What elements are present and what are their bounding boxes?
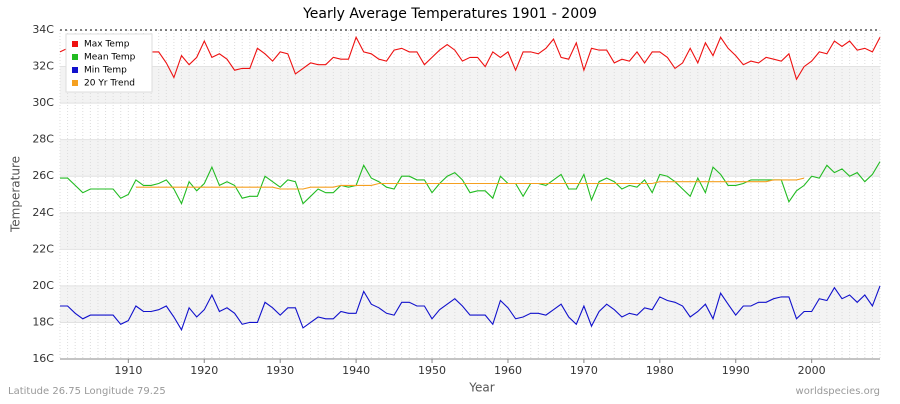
x-tick-label: 1940 <box>342 364 370 377</box>
y-tick-label: 16C <box>32 352 54 365</box>
y-tick-label: 30C <box>32 96 54 109</box>
y-tick-label: 32C <box>32 60 54 73</box>
legend-label: Min Temp <box>84 66 127 76</box>
legend-swatch <box>72 80 78 86</box>
series-line <box>60 285 881 332</box>
y-tick-label: 34C <box>32 23 54 36</box>
series-line <box>135 177 805 190</box>
y-tick-label: 26C <box>32 169 54 182</box>
y-tick-label: 20C <box>32 279 54 292</box>
x-tick-label: 1960 <box>494 364 522 377</box>
x-tick-label: 1910 <box>114 364 142 377</box>
x-axis-label: Year <box>468 381 494 395</box>
legend-label: Mean Temp <box>84 53 136 63</box>
y-tick-label: 22C <box>32 242 54 255</box>
x-tick-label: 1970 <box>570 364 598 377</box>
grid-band <box>60 103 880 140</box>
legend-label: Max Temp <box>84 40 130 50</box>
legend-label: 20 Yr Trend <box>84 79 135 89</box>
x-tick-label: 2000 <box>798 364 826 377</box>
y-tick-label: 28C <box>32 133 54 146</box>
series-line <box>59 35 881 81</box>
x-tick-label: 1930 <box>266 364 294 377</box>
grid-band <box>60 176 880 213</box>
y-axis-label: Temperature <box>9 156 23 233</box>
legend-box <box>65 33 153 93</box>
legend-swatch <box>72 54 78 60</box>
chart-title: Yearly Average Temperatures 1901 - 2009 <box>302 6 597 22</box>
x-tick-label: 1950 <box>418 364 446 377</box>
legend-swatch <box>72 41 78 47</box>
y-tick-label: 18C <box>32 315 54 328</box>
x-tick-label: 1980 <box>646 364 674 377</box>
footer-source: worldspecies.org <box>796 386 880 397</box>
x-tick-label: 1990 <box>722 364 750 377</box>
series-line <box>60 161 881 205</box>
x-tick-label: 1920 <box>190 364 218 377</box>
y-tick-label: 24C <box>32 206 54 219</box>
legend-swatch <box>72 67 78 73</box>
grid-band <box>60 322 880 359</box>
legend: Max Temp Mean Temp Min Temp 20 Yr Trend <box>65 33 153 93</box>
footer-location: Latitude 26.75 Longitude 79.25 <box>8 386 166 397</box>
